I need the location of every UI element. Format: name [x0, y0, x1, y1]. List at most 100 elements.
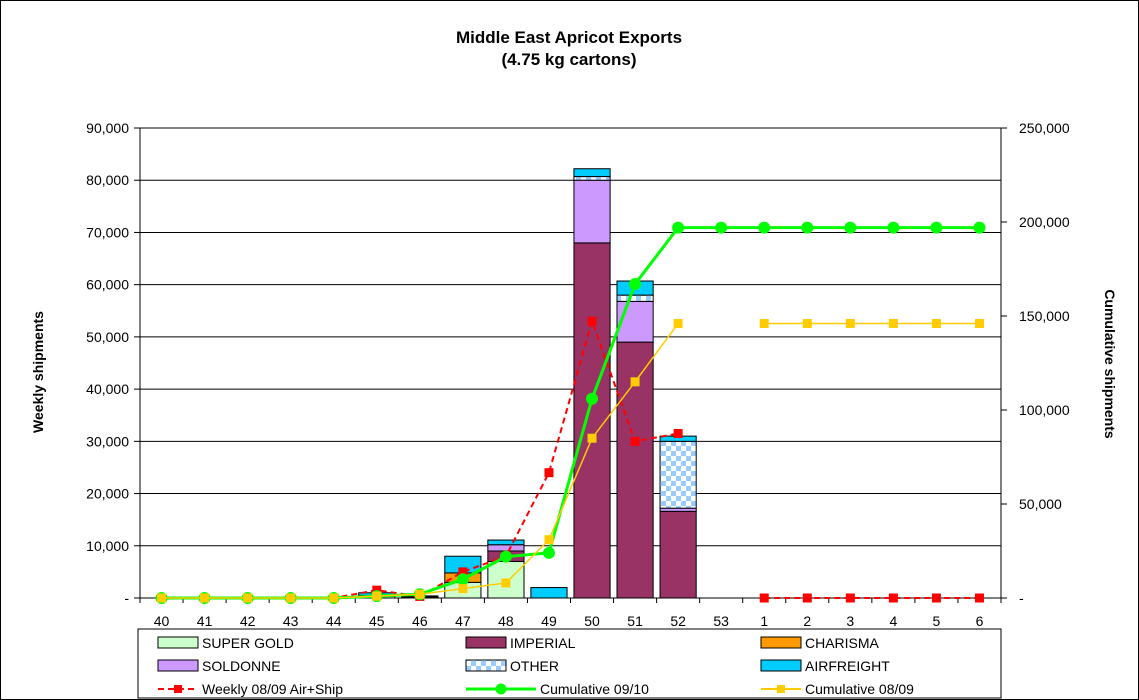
gridlines	[140, 127, 1001, 547]
point-weekly-08-09-air-ship	[931, 593, 941, 603]
point-cumulative-08-09	[200, 593, 210, 603]
y-tick-label: 60,000	[86, 277, 129, 293]
y2-tick-label: 100,000	[1019, 402, 1070, 418]
legend-box	[137, 628, 1002, 699]
x-tick-label: 44	[326, 613, 342, 629]
x-tick-label: 3	[846, 613, 854, 629]
legend-swatch-airfreight	[760, 659, 802, 672]
point-cumulative-08-09	[845, 319, 855, 329]
y-tick-label: 20,000	[86, 486, 129, 502]
legend-label: Cumulative 09/10	[540, 681, 649, 697]
y-tick-label: 30,000	[86, 433, 129, 449]
y2-tick-label: 50,000	[1019, 496, 1062, 512]
point-cumulative-08-09	[802, 319, 812, 329]
point-cumulative-08-09	[243, 593, 253, 603]
bar-segment-airfreight	[487, 539, 525, 546]
series-line-cumulative-09-10	[161, 226, 980, 600]
y-axis-label: Weekly shipments	[30, 311, 46, 433]
bar-segment-soldonne	[487, 544, 525, 552]
x-tick-label: 5	[933, 613, 941, 629]
plot-area-border	[139, 127, 1002, 599]
x-tick-label: 51	[627, 613, 643, 629]
y2-tick-label: 250,000	[1019, 120, 1070, 136]
point-cumulative-09-10	[499, 550, 512, 563]
point-cumulative-08-09	[458, 584, 468, 594]
point-cumulative-09-10	[542, 546, 555, 559]
point-weekly-08-09-air-ship	[802, 593, 812, 603]
y-tick-label: 70,000	[86, 224, 129, 240]
point-cumulative-08-09	[286, 593, 296, 603]
point-cumulative-08-09	[415, 589, 425, 599]
bar-segment-imperial	[573, 242, 611, 599]
legend-label: CHARISMA	[805, 635, 880, 651]
x-tick-label: 1	[760, 613, 768, 629]
legend-label: Cumulative 08/09	[805, 681, 914, 697]
y2-tick-label: 200,000	[1019, 214, 1070, 230]
y-tick-label: 40,000	[86, 381, 129, 397]
point-cumulative-09-10	[672, 221, 685, 234]
bar-layer	[358, 168, 697, 599]
point-cumulative-09-10	[844, 221, 857, 234]
line-layer	[155, 221, 986, 604]
x-tick-label: 47	[455, 613, 471, 629]
x-tick-label: 46	[412, 613, 428, 629]
y2-tick-label: -	[1019, 590, 1024, 606]
point-cumulative-09-10	[456, 573, 469, 586]
x-tick-label: 43	[283, 613, 299, 629]
x-tick-label: 6	[976, 613, 984, 629]
point-weekly-08-09-air-ship	[845, 593, 855, 603]
point-cumulative-09-10	[930, 221, 943, 234]
point-weekly-08-09-air-ship	[759, 593, 769, 603]
legend-label: SOLDONNE	[202, 658, 281, 674]
point-cumulative-09-10	[629, 278, 642, 291]
x-tick-label: 2	[803, 613, 811, 629]
legend-swatch-charisma	[760, 636, 802, 649]
x-tick-label: 53	[713, 613, 729, 629]
point-cumulative-08-09	[501, 578, 511, 588]
point-cumulative-08-09	[673, 319, 683, 329]
point-cumulative-08-09	[974, 319, 984, 329]
bar-segment-imperial	[659, 510, 697, 599]
y2-tick-label: 150,000	[1019, 308, 1070, 324]
point-weekly-08-09-air-ship	[587, 316, 597, 326]
y2-axis-label: Cumulative shipments	[1102, 289, 1118, 439]
chart-title: Middle East Apricot Exports	[456, 28, 682, 47]
bar-segment-other	[659, 440, 697, 509]
point-cumulative-08-09	[931, 319, 941, 329]
legend: SUPER GOLD IMPERIAL CHARISMA SOLDONNE OTHER A…	[137, 628, 1002, 699]
legend-swatch-imperial	[465, 636, 507, 649]
point-cumulative-08-09	[759, 319, 769, 329]
bar-segment-soldonne	[573, 179, 611, 244]
point-cumulative-08-09	[587, 433, 597, 443]
legend-swatch-super-gold	[157, 636, 199, 649]
legend-marker-cumulative-08-09	[777, 685, 785, 693]
x-tick-label: 50	[584, 613, 600, 629]
legend-swatch-soldonne	[157, 659, 199, 672]
legend-marker-weekly-08-09-air-ship	[174, 685, 182, 693]
y-tick-label: 50,000	[86, 329, 129, 345]
point-cumulative-08-09	[372, 591, 382, 601]
x-tick-label: 52	[670, 613, 686, 629]
y-tick-label: -	[124, 590, 129, 606]
legend-label: OTHER	[510, 658, 559, 674]
point-weekly-08-09-air-ship	[974, 593, 984, 603]
point-cumulative-08-09	[888, 319, 898, 329]
point-cumulative-09-10	[715, 221, 728, 234]
legend-label: IMPERIAL	[510, 635, 576, 651]
x-tick-label: 4	[889, 613, 897, 629]
point-cumulative-08-09	[157, 593, 167, 603]
x-tick-label: 40	[154, 613, 170, 629]
point-weekly-08-09-air-ship	[673, 429, 683, 438]
x-tick-label: 48	[498, 613, 514, 629]
point-cumulative-09-10	[973, 221, 986, 234]
point-cumulative-08-09	[630, 377, 640, 387]
bar-segment-airfreight	[530, 587, 568, 599]
point-weekly-08-09-air-ship	[544, 468, 554, 478]
point-weekly-08-09-air-ship	[888, 593, 898, 603]
bar-segment-airfreight	[573, 168, 611, 178]
y-tick-label: 90,000	[86, 120, 129, 136]
x-tick-label: 41	[197, 613, 213, 629]
point-cumulative-09-10	[758, 221, 771, 234]
legend-label: AIRFREIGHT	[805, 658, 890, 674]
